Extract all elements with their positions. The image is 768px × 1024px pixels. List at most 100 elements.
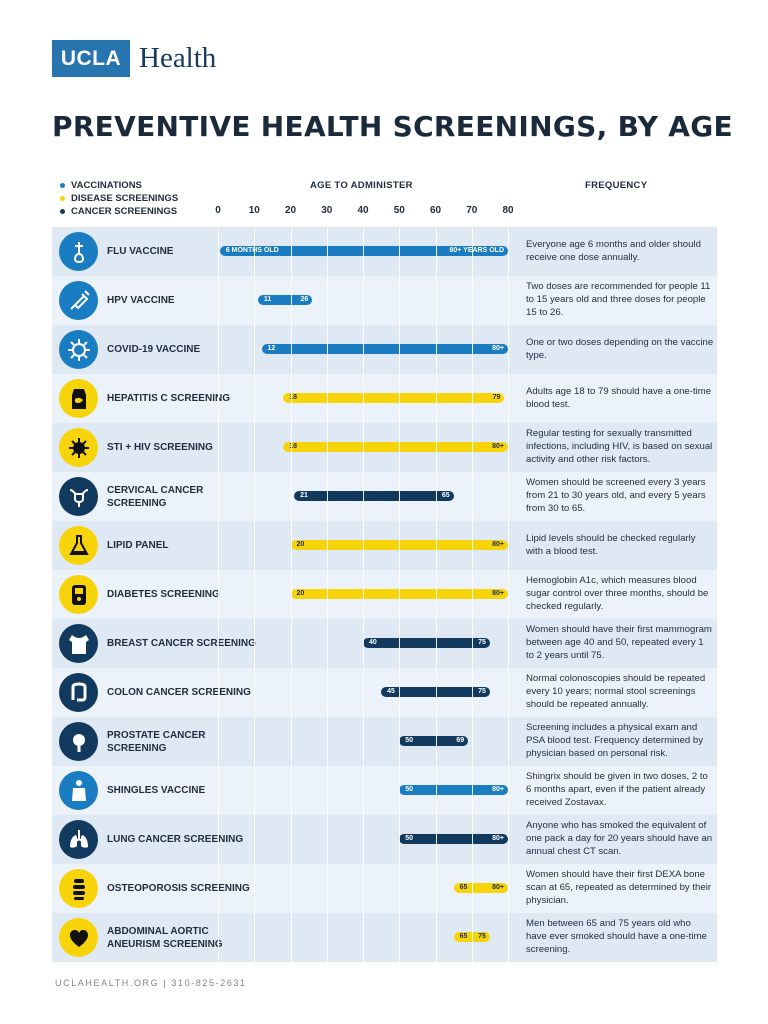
bar-end-label: 80+	[492, 345, 504, 352]
bar-end-label: 80+	[492, 443, 504, 450]
table-row: ABDOMINAL AORTIC ANEURISM SCREENING 65 75 M…	[52, 913, 717, 962]
screening-name: LUNG CANCER SCREENING	[107, 834, 244, 845]
screening-name: COLON CANCER SCREENING	[107, 687, 251, 698]
bar-start-label: 18	[289, 443, 298, 450]
age-range-bar: 65 75	[453, 932, 490, 942]
flask-icon	[59, 526, 98, 565]
table-row: FLU VACCINE 6 MONTHS OLD 80+ YEARS OLD Ever…	[52, 227, 717, 276]
table-row: SHINGLES VACCINE 50 80+ Shingrix should be …	[52, 766, 717, 815]
legend-dot	[60, 183, 65, 188]
bar-start-label: 50	[405, 835, 414, 842]
frequency-text: Two doses are recommended for people 11 …	[526, 281, 711, 318]
colon-icon	[59, 673, 98, 712]
bar-end-label: 69	[456, 737, 465, 744]
table-row: HEPATITIS C SCREENING 18 79 Adults age 18 t…	[52, 374, 717, 423]
age-range-bar: 12 80+	[261, 344, 508, 354]
bar-start-label: 50	[405, 737, 414, 744]
age-range-bar: 50 80+	[399, 785, 508, 795]
germ-icon	[59, 428, 98, 467]
screening-name: HPV VACCINE	[107, 295, 175, 306]
frequency-text: Everyone age 6 months and older should r…	[526, 238, 701, 263]
table-row: CERVICAL CANCER SCREENING 21 65 Women shoul…	[52, 472, 717, 521]
logo-word: Health	[139, 42, 217, 74]
bar-start-label: 45	[387, 688, 395, 695]
uterus-icon	[59, 477, 98, 516]
gridline	[399, 227, 400, 963]
x-tick-label: 30	[321, 205, 333, 216]
bar-start-label: 20	[296, 590, 305, 597]
x-tick-label: 40	[357, 205, 369, 216]
screening-name: FLU VACCINE	[107, 246, 174, 257]
x-tick-label: 20	[284, 205, 297, 216]
x-tick-label: 70	[466, 205, 478, 216]
gridline	[363, 227, 364, 963]
bar-end-label: 80+	[492, 786, 504, 793]
screening-name: BREAST CANCER SCREENING	[107, 638, 256, 649]
gridline	[472, 227, 473, 963]
bar-start-label: 20	[296, 541, 305, 548]
gridline	[254, 227, 255, 963]
virus-icon	[59, 330, 98, 369]
table-row: OSTEOPOROSIS SCREENING 65 80+ Women should …	[52, 864, 717, 913]
bar-end-label: 75	[478, 639, 486, 646]
screening-name: COVID-19 VACCINE	[107, 344, 201, 355]
screening-name: HEPATITIS C SCREENING	[107, 393, 230, 404]
legend: VACCINATIONS DISEASE SCREENINGS CANCER SCR…	[60, 179, 178, 218]
bar-start-label: 65	[459, 884, 468, 891]
frequency-text: Lipid levels should be checked regularly…	[526, 532, 696, 557]
screening-name: SHINGLES VACCINE	[107, 785, 206, 796]
frequency-text: Hemoglobin A1c, which measures blood sug…	[526, 575, 709, 612]
table-row: DIABETES SCREENING 20 80+ Hemoglobin A1c, w…	[52, 570, 717, 619]
x-tick-label: 60	[429, 205, 442, 216]
table-row: COVID-19 VACCINE 12 80+ One or two doses de…	[52, 325, 717, 374]
syringe-icon	[59, 281, 98, 320]
table-row: COLON CANCER SCREENING 45 75 Normal colonos…	[52, 668, 717, 717]
table-row: BREAST CANCER SCREENING 40 75 Women should …	[52, 619, 717, 668]
frequency-text: Shingrix should be given in two doses, 2…	[526, 771, 708, 808]
frequency-text: Women should have their first mammogram …	[526, 624, 712, 661]
legend-item: CANCER SCREENINGS	[60, 205, 178, 218]
bar-end-label: 80+ YEARS OLD	[449, 247, 504, 254]
age-range-bar: 11 26	[257, 295, 313, 305]
x-tick-label: 50	[393, 205, 405, 216]
bar-start-label: 40	[369, 639, 377, 646]
screening-name: LIPID PANEL	[107, 540, 169, 551]
liver-icon	[59, 379, 98, 418]
frequency-text: Adults age 18 to 79 should have a one-ti…	[526, 385, 712, 410]
frequency-text: Regular testing for sexually transmitted…	[526, 428, 713, 465]
page-title: PREVENTIVE HEALTH SCREENINGS, BY AGE	[52, 110, 733, 143]
x-tick-label: 10	[248, 205, 260, 216]
age-range-bar: 45 75	[381, 687, 490, 697]
age-range-bar: 50 80+	[399, 834, 508, 844]
bar-start-label: 12	[267, 345, 276, 352]
screening-name: STI + HIV SCREENING	[107, 442, 213, 453]
gridline	[508, 227, 509, 963]
legend-label: VACCINATIONS	[71, 180, 142, 191]
glucometer-icon	[59, 575, 98, 614]
age-range-bar: 21 65	[294, 491, 454, 501]
table-row: STI + HIV SCREENING 18 80+ Regular testing …	[52, 423, 717, 472]
body-icon	[59, 771, 98, 810]
flu-icon	[59, 232, 98, 271]
age-axis-ticks: 0 10 20 30 40 50 60 70 80	[0, 205, 768, 221]
bar-end-label: 80+	[492, 835, 504, 842]
age-range-bar: 18 79	[283, 393, 505, 403]
footer-contact: UCLAHEALTH.ORG | 310-825-2631	[55, 978, 247, 988]
screening-name: CERVICAL CANCER SCREENING	[107, 484, 204, 509]
age-range-bar: 40 75	[363, 638, 490, 648]
prostate-icon	[59, 722, 98, 761]
logo-box: UCLA	[52, 40, 130, 77]
heart-icon	[59, 918, 98, 957]
bar-end-label: 80+	[492, 884, 504, 891]
frequency-text: One or two doses depending on the vaccin…	[526, 336, 714, 361]
legend-dot	[60, 209, 65, 214]
bar-end-label: 65	[441, 492, 450, 499]
frequency-text: Screening includes a physical exam and P…	[526, 722, 704, 759]
gridline	[218, 227, 219, 963]
bar-start-label: 11	[263, 296, 272, 303]
bar-start-label: 50	[405, 786, 414, 793]
gridline	[327, 227, 328, 963]
torso-icon	[59, 624, 98, 663]
age-range-bar: 50 69	[399, 736, 469, 746]
legend-item: VACCINATIONS	[60, 179, 178, 192]
